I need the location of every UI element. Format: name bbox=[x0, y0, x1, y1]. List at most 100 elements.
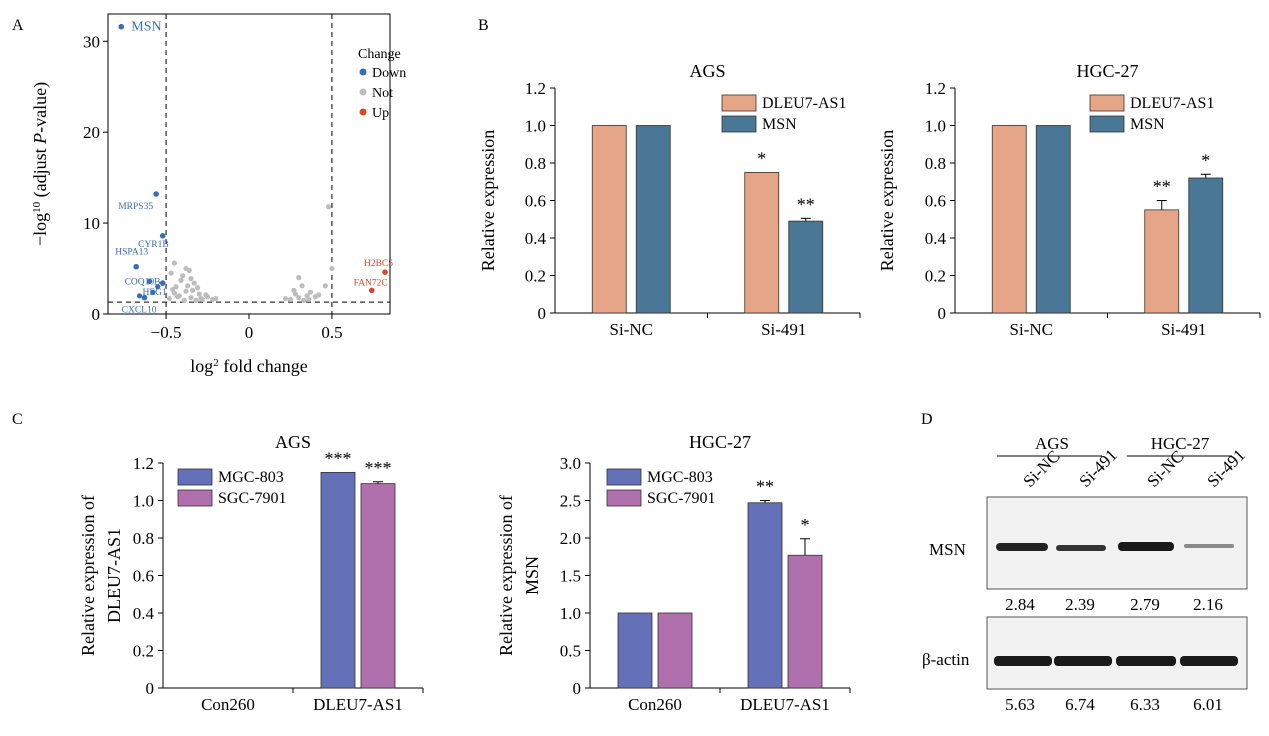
point-not bbox=[185, 283, 191, 289]
msn-value: 2.16 bbox=[1193, 595, 1223, 614]
actin-value: 6.01 bbox=[1193, 695, 1223, 714]
point-up bbox=[368, 287, 375, 294]
point-not bbox=[191, 280, 197, 286]
point-not bbox=[194, 285, 201, 291]
point-not bbox=[296, 275, 302, 281]
y-axis-label: −log10 (adjust P-value) bbox=[30, 82, 51, 246]
y-tick-label: 0.6 bbox=[133, 567, 154, 586]
y-tick-label: 1.5 bbox=[560, 567, 581, 586]
bar bbox=[1144, 209, 1180, 314]
y-tick-label: 0.2 bbox=[525, 267, 546, 286]
significance-label: ** bbox=[756, 477, 774, 497]
panel-label-a: A bbox=[12, 17, 24, 34]
bar bbox=[360, 483, 396, 689]
panel-label-b: B bbox=[478, 17, 489, 34]
actin-band bbox=[1180, 656, 1238, 666]
point-not bbox=[198, 295, 204, 302]
point-label: COQ10B bbox=[125, 277, 161, 287]
significance-label: * bbox=[757, 148, 766, 168]
group-label-ags: AGS bbox=[1035, 434, 1069, 453]
panel-label-c: C bbox=[12, 411, 23, 428]
legend-swatch bbox=[606, 489, 642, 507]
point-not bbox=[203, 292, 209, 298]
y-tick-label: 1.2 bbox=[925, 79, 946, 98]
point-not bbox=[326, 204, 332, 210]
legend-label: MSN bbox=[1130, 116, 1165, 133]
point-not bbox=[196, 291, 202, 297]
point-down bbox=[146, 278, 153, 285]
y-tick-label: 1.0 bbox=[925, 117, 946, 136]
legend-label: SGC-7901 bbox=[218, 490, 286, 507]
point-label: CYR1B bbox=[138, 240, 169, 250]
bar bbox=[747, 502, 783, 689]
y-tick-label: 2.5 bbox=[560, 492, 581, 511]
point-label: H2BC5 bbox=[364, 259, 393, 269]
point-not bbox=[299, 283, 305, 289]
msn-band bbox=[1118, 542, 1174, 551]
bar bbox=[617, 612, 653, 689]
bar bbox=[788, 220, 824, 314]
legend-label: MGC-803 bbox=[218, 469, 284, 486]
y-tick-label: 0.8 bbox=[925, 154, 946, 173]
point-not bbox=[193, 297, 199, 303]
msn-band bbox=[996, 543, 1048, 551]
bar bbox=[1188, 177, 1224, 314]
legend-swatch bbox=[721, 94, 757, 112]
point-not bbox=[181, 297, 187, 303]
y-tick-label: 0 bbox=[538, 304, 547, 323]
lane-label: Si-491 bbox=[1203, 445, 1248, 490]
point-not bbox=[291, 287, 297, 293]
point-down bbox=[155, 284, 161, 290]
point-label: MSN bbox=[131, 20, 161, 35]
y-tick-label: 0.2 bbox=[925, 267, 946, 286]
chart-title: HGC-27 bbox=[1077, 61, 1139, 81]
bar bbox=[591, 125, 627, 314]
y-tick-label: 0.5 bbox=[560, 642, 581, 661]
legend-label: Not bbox=[372, 86, 393, 101]
y-tick-label: 2.0 bbox=[560, 529, 581, 548]
point-down bbox=[141, 294, 148, 301]
actin-value: 6.74 bbox=[1065, 695, 1095, 714]
significance-label: * bbox=[1201, 150, 1210, 170]
bar bbox=[635, 125, 671, 314]
msn-value: 2.79 bbox=[1130, 595, 1160, 614]
y-axis-label: DLEU7-AS1 bbox=[104, 528, 124, 623]
point-down bbox=[118, 23, 125, 30]
point-label: HEG1 bbox=[142, 288, 167, 298]
point-label: CXCL10 bbox=[122, 306, 157, 316]
y-tick-label: 1.0 bbox=[525, 117, 546, 136]
significance-label: *** bbox=[325, 448, 352, 468]
category-label: Si-NC bbox=[1010, 320, 1053, 339]
legend-swatch bbox=[177, 468, 213, 486]
y-tick-label: 3.0 bbox=[560, 454, 581, 473]
point-not bbox=[282, 295, 289, 302]
bar bbox=[320, 471, 356, 689]
actin-band bbox=[1116, 656, 1176, 666]
point-down bbox=[150, 289, 156, 295]
y-tick-label: 0.6 bbox=[525, 192, 546, 211]
point-not bbox=[190, 287, 196, 293]
y-tick-label: 0.4 bbox=[133, 604, 155, 623]
actin-value: 5.63 bbox=[1005, 695, 1035, 714]
y-tick-label: 1.2 bbox=[133, 454, 154, 473]
point-not bbox=[316, 292, 322, 298]
group-label-hgc27: HGC-27 bbox=[1151, 434, 1210, 453]
point-not bbox=[171, 290, 177, 296]
y-axis-label: MSN bbox=[522, 556, 542, 595]
y-axis-label: Relative expression bbox=[478, 130, 498, 271]
y-tick-label: 30 bbox=[83, 32, 100, 51]
point-label: HSPA13 bbox=[115, 248, 148, 258]
point-not bbox=[287, 296, 294, 303]
point-not bbox=[168, 270, 174, 276]
chart-title: HGC-27 bbox=[689, 432, 751, 452]
plot-frame bbox=[107, 13, 391, 315]
point-not bbox=[213, 295, 219, 302]
bar bbox=[787, 554, 823, 689]
x-tick-label: −0.5 bbox=[151, 323, 182, 342]
y-tick-label: 0 bbox=[573, 679, 582, 698]
point-not bbox=[178, 277, 184, 283]
chart-title: AGS bbox=[275, 432, 311, 452]
y-tick-label: 0.6 bbox=[925, 192, 946, 211]
